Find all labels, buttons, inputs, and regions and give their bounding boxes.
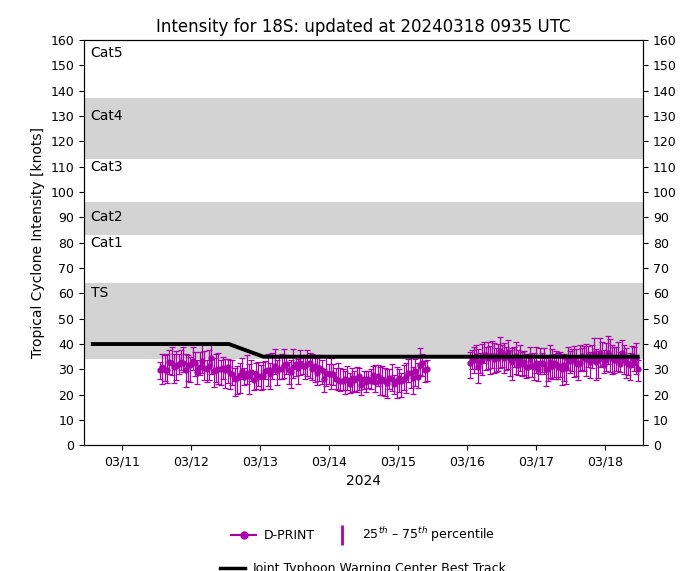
Bar (84, 98, 643, 159)
Text: Cat5: Cat5 (91, 46, 123, 59)
Text: Cat2: Cat2 (91, 210, 123, 224)
Bar (84, 359, 643, 445)
Y-axis label: Tropical Cyclone Intensity [knots]: Tropical Cyclone Intensity [knots] (31, 127, 45, 358)
Text: Cat4: Cat4 (91, 109, 123, 123)
Bar (84, 159, 643, 202)
Bar (84, 283, 643, 359)
Text: Cat3: Cat3 (91, 160, 123, 174)
Bar (84, 40, 643, 98)
Bar (84, 202, 643, 235)
Text: Cat1: Cat1 (91, 236, 123, 250)
Title: Intensity for 18S: updated at 20240318 0935 UTC: Intensity for 18S: updated at 20240318 0… (157, 18, 570, 35)
Text: TS: TS (91, 286, 108, 300)
Legend: Joint Typhoon Warning Center Best Track: Joint Typhoon Warning Center Best Track (215, 557, 512, 571)
Bar (84, 235, 643, 283)
X-axis label: 2024: 2024 (346, 474, 381, 488)
